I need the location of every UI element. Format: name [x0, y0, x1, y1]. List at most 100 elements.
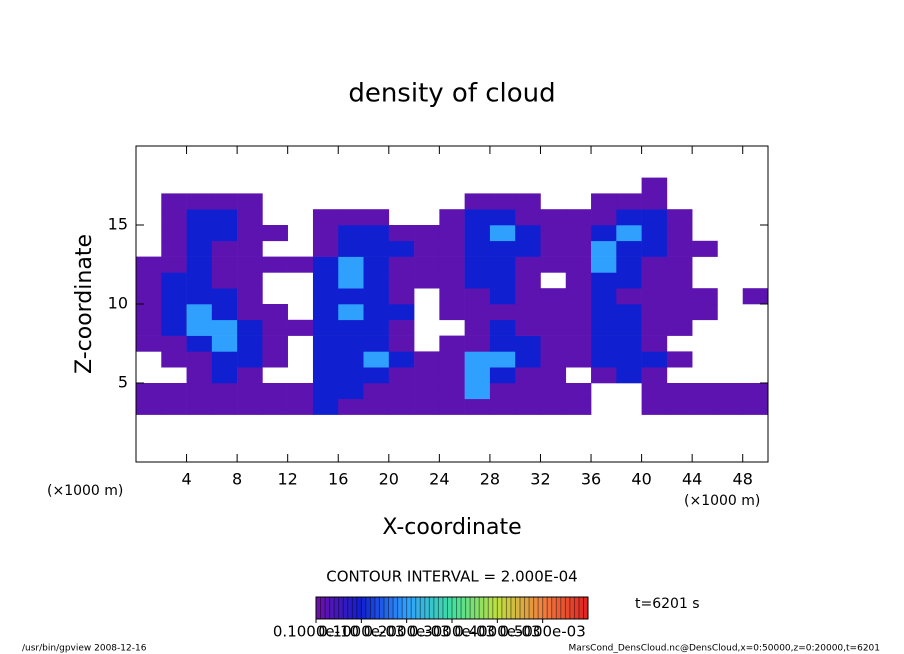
field-cell: [439, 256, 465, 273]
field-cell: [540, 193, 566, 209]
field-cell: [414, 162, 440, 178]
field-cell: [288, 446, 314, 462]
field-cell: [515, 430, 541, 446]
field-cell: [136, 319, 162, 336]
field-cell: [743, 257, 769, 273]
field-cell: [439, 351, 465, 368]
field-cell: [288, 225, 314, 241]
field-cell: [490, 178, 516, 194]
field-cell: [161, 162, 187, 178]
field-cell: [136, 351, 162, 367]
field-cell: [489, 272, 516, 289]
colorbar-swatch: [470, 597, 476, 619]
field-cell: [262, 430, 288, 446]
field-cell: [591, 446, 617, 462]
field-cell: [591, 193, 617, 210]
field-cell: [439, 209, 465, 226]
field-cell: [161, 256, 187, 273]
field-cell: [237, 209, 263, 226]
field-cell: [666, 383, 693, 400]
field-cell: [338, 367, 364, 384]
colorbar-swatch: [529, 597, 534, 619]
field-cell: [666, 256, 693, 273]
field-cell: [161, 319, 187, 336]
x-tick-label: 28: [480, 470, 500, 489]
colorbar-swatch: [347, 597, 353, 619]
field-cell: [363, 351, 390, 368]
field-cell: [540, 398, 567, 415]
field-cell: [464, 272, 491, 289]
field-cell: [464, 319, 491, 336]
field-cell: [464, 335, 491, 352]
x-axis-label: X-coordinate: [382, 515, 521, 540]
field-cell: [591, 383, 617, 399]
field-cell: [717, 430, 743, 446]
field-cell: [565, 288, 592, 305]
field-cell: [211, 304, 238, 321]
field-cell: [364, 162, 390, 178]
x-tick-label: 8: [232, 470, 242, 489]
field-cell: [616, 209, 642, 226]
x-tick-label: 44: [682, 470, 702, 489]
field-cell: [338, 319, 364, 336]
field-cell: [439, 162, 465, 178]
field-cell: [237, 398, 263, 415]
colorbar-swatch: [343, 597, 349, 619]
field-cell: [288, 178, 314, 194]
field-cell: [692, 398, 718, 415]
field-cell: [540, 178, 566, 194]
field-cell: [211, 335, 238, 352]
field-cell: [186, 398, 213, 415]
field-cell: [262, 193, 288, 209]
field-cell: [262, 304, 288, 321]
field-cell: [363, 272, 390, 289]
field-cell: [743, 336, 769, 352]
field-cell: [388, 398, 415, 415]
colorbar-swatch: [361, 597, 367, 619]
field-cell: [262, 367, 288, 383]
field-cell: [136, 256, 162, 273]
field-cell: [540, 272, 566, 288]
field-cell: [414, 193, 440, 209]
field-cell: [489, 319, 516, 336]
colorbar-swatch: [538, 597, 544, 619]
field-cell: [363, 304, 390, 321]
field-cell: [717, 162, 743, 178]
field-cell: [364, 415, 390, 431]
field-cell: [667, 336, 693, 352]
field-cell: [439, 178, 465, 194]
colorbar-swatch: [415, 597, 421, 619]
field-cell: [439, 240, 465, 257]
y-axis-label: Z-coordinate: [72, 234, 97, 374]
field-cell: [566, 415, 592, 431]
field-cell: [717, 146, 743, 162]
field-cell: [464, 288, 491, 305]
field-cell: [566, 193, 592, 209]
field-cell: [616, 430, 642, 446]
field-cell: [364, 446, 390, 462]
field-cell: [490, 162, 516, 178]
field-cell: [666, 272, 693, 289]
field-cell: [565, 256, 592, 273]
field-cell: [515, 209, 541, 226]
field-cell: [717, 446, 743, 462]
field-cell: [136, 241, 162, 257]
field-cell: [237, 240, 263, 257]
field-cell: [641, 383, 668, 400]
field-cell: [288, 162, 314, 178]
field-cell: [312, 335, 339, 352]
colorbar-swatch: [483, 597, 489, 619]
field-cell: [262, 272, 288, 288]
field-cell: [591, 178, 617, 194]
field-cell: [237, 288, 263, 305]
field-cell: [161, 398, 187, 415]
field-cell: [591, 146, 617, 162]
field-cell: [591, 319, 617, 336]
field-cell: [566, 446, 592, 462]
field-cell: [465, 430, 491, 446]
colorbar-swatch: [556, 597, 562, 619]
time-label: t=6201 s: [635, 596, 700, 612]
field-cell: [363, 256, 390, 273]
field-cell: [161, 225, 187, 242]
